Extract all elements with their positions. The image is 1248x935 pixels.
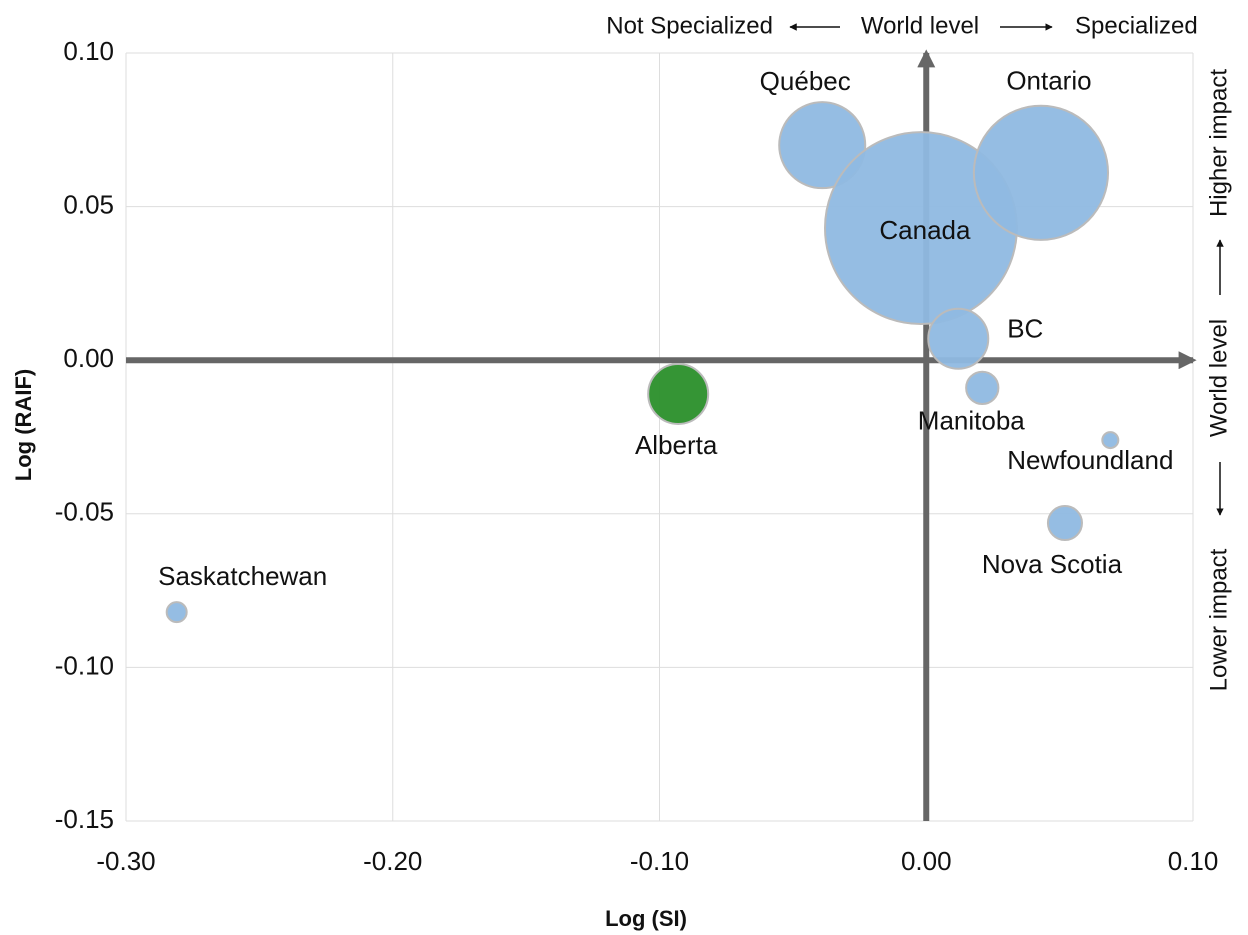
bubble-label: BC xyxy=(1007,314,1043,344)
annotation: World level xyxy=(861,12,979,39)
y-tick-label: 0.05 xyxy=(63,189,114,219)
y-tick-label: 0.00 xyxy=(63,343,114,373)
annotation: Lower impact xyxy=(1205,548,1232,691)
y-tick-label: -0.15 xyxy=(55,804,114,834)
bubble-label: Ontario xyxy=(1006,66,1091,96)
annotation: Specialized xyxy=(1075,12,1198,39)
bubble xyxy=(778,101,867,190)
bubble-label: Manitoba xyxy=(918,406,1025,436)
x-tick-label: -0.30 xyxy=(96,846,155,876)
bubble-label: Saskatchewan xyxy=(158,561,327,591)
bubble-label: Nova Scotia xyxy=(982,549,1123,579)
annotation: Higher impact xyxy=(1205,69,1232,217)
x-tick-label: -0.20 xyxy=(363,846,422,876)
bubble xyxy=(647,362,710,425)
bubble xyxy=(965,370,1000,405)
bubble-label: Canada xyxy=(879,215,971,245)
bubble-label: Québec xyxy=(760,66,851,96)
y-tick-label: 0.10 xyxy=(63,36,114,66)
annotation: Not Specialized xyxy=(606,12,773,39)
x-axis-label: Log (SI) xyxy=(605,906,687,931)
bubble-label: Alberta xyxy=(635,430,718,460)
bubble-label: Newfoundland xyxy=(1007,445,1173,475)
x-tick-label: 0.10 xyxy=(1168,846,1219,876)
bubble xyxy=(165,601,188,624)
x-tick-label: -0.10 xyxy=(630,846,689,876)
x-tick-label: 0.00 xyxy=(901,846,952,876)
bubble xyxy=(1046,504,1083,542)
bubble xyxy=(1101,431,1120,450)
annotation: World level xyxy=(1205,319,1232,437)
y-tick-label: -0.05 xyxy=(55,497,114,527)
bubble xyxy=(927,307,990,370)
bubble xyxy=(972,104,1110,241)
y-tick-label: -0.10 xyxy=(55,650,114,680)
y-axis-label: Log (RAIF) xyxy=(11,369,36,481)
